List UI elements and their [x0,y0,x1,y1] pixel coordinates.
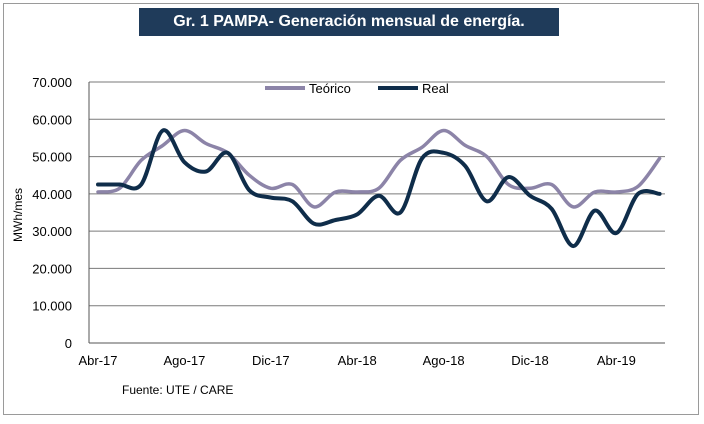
y-tick-label: 40.000 [32,187,72,202]
y-tick-label: 30.000 [32,224,72,239]
x-tick-label: Ago-18 [423,353,465,368]
x-tick-label: Dic-18 [511,353,549,368]
x-tick-labels: Abr-17 Ago-17 Dic-17 Abr-18 Ago-18 Dic-18 Abr-… [78,353,635,368]
x-tick-label: Abr-18 [338,353,377,368]
y-tick-label: 60.000 [32,112,72,127]
legend: Teórico Real [265,81,449,96]
y-tick-label: 20.000 [32,261,72,276]
y-tick-label: 50.000 [32,150,72,165]
axes [88,82,665,344]
chart-frame [3,3,699,415]
y-tick-labels: 0 10.000 20.000 30.000 40.000 50.000 60.000 70.… [32,75,72,351]
legend-label: Teórico [309,81,351,96]
y-axis-label: MWh/mes [11,188,25,242]
source-note: Fuente: UTE / CARE [122,383,234,397]
x-tick-label: Ago-17 [163,353,205,368]
legend-label: Real [422,81,449,96]
x-tick-label: Dic-17 [252,353,290,368]
series-lines [96,128,662,249]
series-line-real [96,128,662,249]
x-tick-label: Abr-17 [78,353,117,368]
chart-title: Gr. 1 PAMPA- Generación mensual de energ… [139,8,559,36]
y-tick-label: 0 [65,336,72,351]
y-tick-label: 10.000 [32,299,72,314]
x-tick-label: Abr-19 [597,353,636,368]
series-line-teorico [96,128,662,209]
y-tick-label: 70.000 [32,75,72,90]
gridlines [89,81,665,307]
